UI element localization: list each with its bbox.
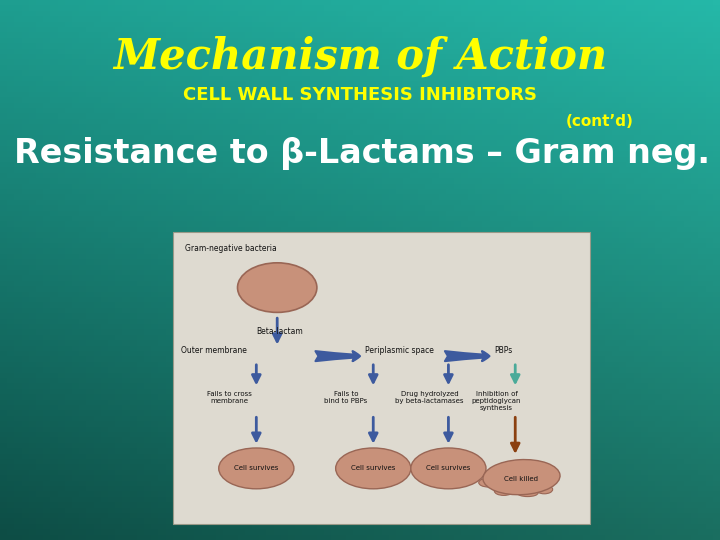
Text: (cont’d): (cont’d): [566, 114, 634, 129]
Text: Fails to
bind to PBPs: Fails to bind to PBPs: [325, 391, 368, 404]
FancyBboxPatch shape: [173, 232, 590, 524]
Text: PBPs: PBPs: [495, 346, 513, 355]
Text: Fails to cross
membrane: Fails to cross membrane: [207, 391, 251, 404]
Text: Beta-lactam: Beta-lactam: [256, 327, 303, 336]
Ellipse shape: [536, 485, 553, 494]
Text: Outer membrane: Outer membrane: [181, 346, 247, 355]
Text: CELL WALL SYNTHESIS INHIBITORS: CELL WALL SYNTHESIS INHIBITORS: [183, 85, 537, 104]
Ellipse shape: [479, 478, 498, 487]
Text: Gram-negative bacteria: Gram-negative bacteria: [185, 244, 277, 253]
Text: Mechanism of Action: Mechanism of Action: [113, 36, 607, 78]
Ellipse shape: [219, 448, 294, 489]
Text: Resistance to β-Lactams – Gram neg.: Resistance to β-Lactams – Gram neg.: [14, 137, 711, 171]
Text: Cell survives: Cell survives: [426, 465, 471, 471]
Ellipse shape: [495, 487, 513, 495]
Text: Cell survives: Cell survives: [351, 465, 395, 471]
Text: Cell killed: Cell killed: [505, 476, 539, 482]
Ellipse shape: [483, 460, 560, 495]
Text: Periplasmic space: Periplasmic space: [365, 346, 433, 355]
Ellipse shape: [336, 448, 411, 489]
Text: Inhibition of
peptidoglycan
synthesis: Inhibition of peptidoglycan synthesis: [472, 391, 521, 411]
Ellipse shape: [517, 489, 538, 497]
Ellipse shape: [238, 263, 317, 312]
Text: Cell survives: Cell survives: [234, 465, 279, 471]
Ellipse shape: [411, 448, 486, 489]
Text: Drug hydrolyzed
by beta-lactamases: Drug hydrolyzed by beta-lactamases: [395, 391, 464, 404]
